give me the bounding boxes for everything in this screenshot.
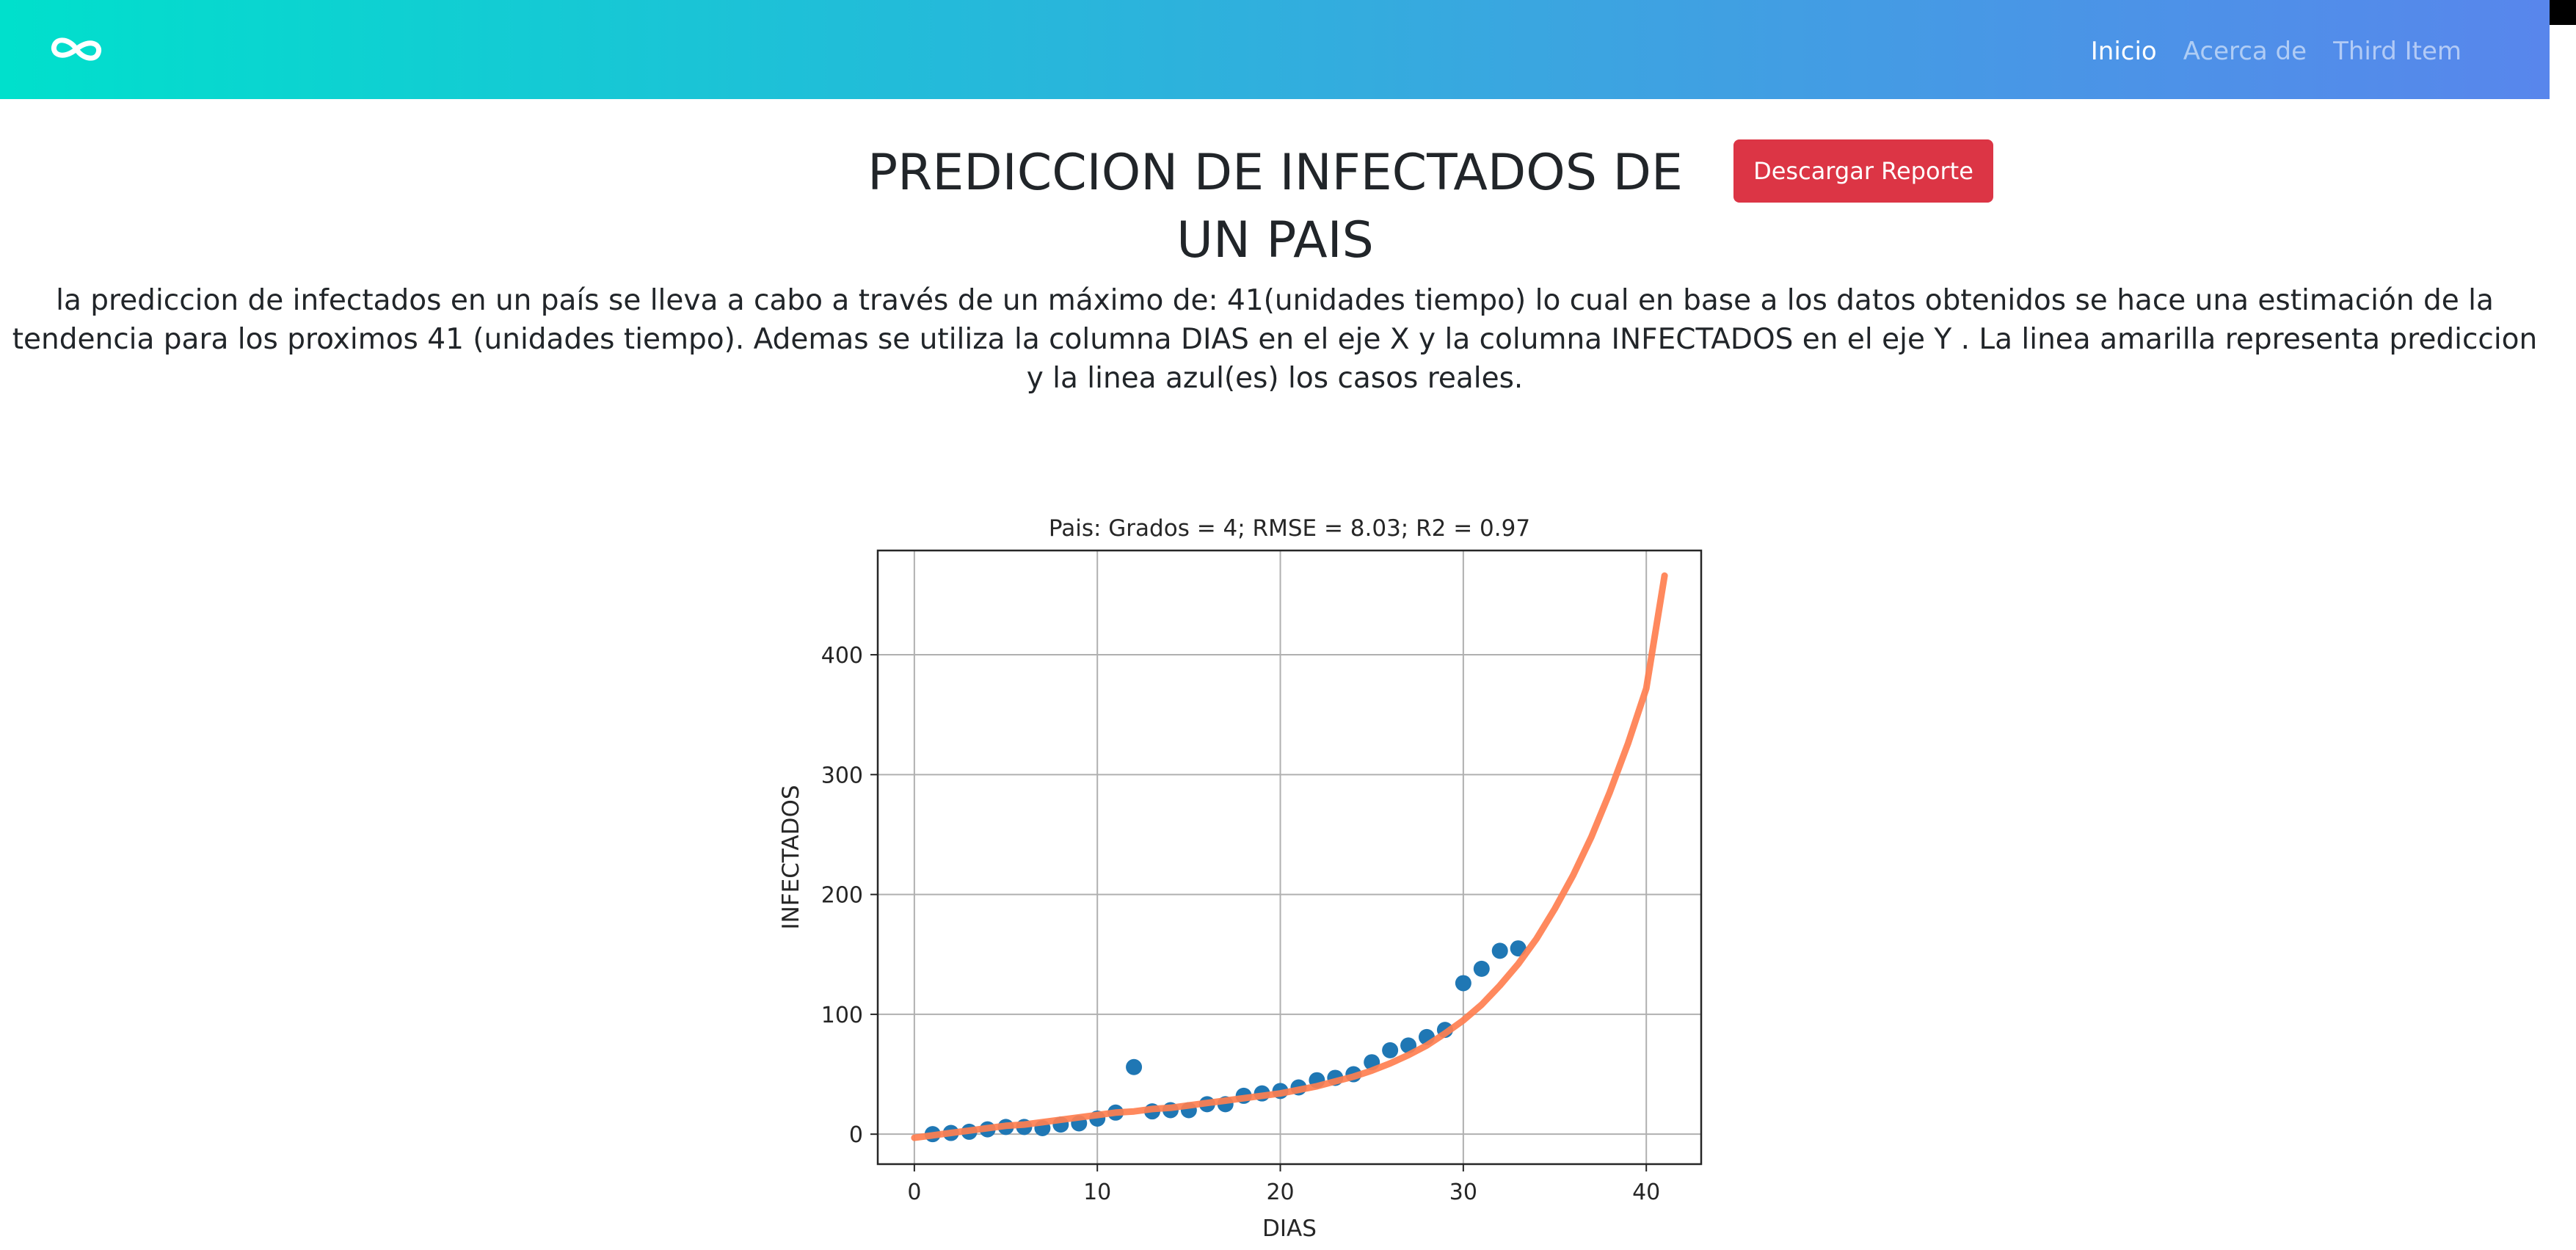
- prediction-line: [911, 572, 1668, 1141]
- y-tick-label: 200: [821, 883, 863, 909]
- y-tick-label: 100: [821, 1003, 863, 1028]
- x-tick-label: 0: [907, 1180, 921, 1205]
- chart-title: Pais: Grados = 4; RMSE = 8.03; R2 = 0.97: [1049, 515, 1530, 542]
- prediction-chart: Pais: Grados = 4; RMSE = 8.03; R2 = 0.97…: [771, 499, 1725, 1250]
- data-point: [1473, 960, 1490, 977]
- download-report-button[interactable]: Descargar Reporte: [1733, 139, 1993, 203]
- plot-frame: [876, 549, 1703, 1166]
- y-tick-label: 0: [849, 1122, 863, 1148]
- data-point: [1126, 1058, 1143, 1075]
- data-point: [1491, 942, 1508, 959]
- x-tick-label: 40: [1632, 1180, 1660, 1205]
- nav-link-inicio[interactable]: Inicio: [2090, 37, 2157, 66]
- x-tick-label: 20: [1266, 1180, 1294, 1205]
- navbar: Inicio Acerca de Third Item: [0, 0, 2550, 99]
- y-tick-label: 400: [821, 643, 863, 669]
- data-point: [1382, 1042, 1399, 1058]
- infinity-icon[interactable]: [48, 32, 104, 66]
- nav-links: Inicio Acerca de Third Item: [2091, 32, 2462, 70]
- x-tick-label: 10: [1083, 1180, 1111, 1205]
- data-point: [1510, 940, 1527, 957]
- nav-link-acerca-de[interactable]: Acerca de: [2183, 37, 2307, 66]
- page-title: PREDICCION DE INFECTADOS DE UN PAIS: [867, 144, 1683, 269]
- window-corner: [2550, 0, 2576, 25]
- page-description: la prediccion de infectados en un país s…: [12, 284, 2538, 395]
- nav-link-third-item[interactable]: Third Item: [2333, 37, 2462, 66]
- prediction-chart-svg: Pais: Grados = 4; RMSE = 8.03; R2 = 0.97…: [778, 515, 1703, 1242]
- x-tick-label: 30: [1449, 1180, 1477, 1205]
- y-axis-label: INFECTADOS: [778, 785, 804, 929]
- data-point: [1455, 975, 1471, 992]
- y-tick-label: 300: [821, 763, 863, 788]
- x-axis-label: DIAS: [1262, 1216, 1317, 1242]
